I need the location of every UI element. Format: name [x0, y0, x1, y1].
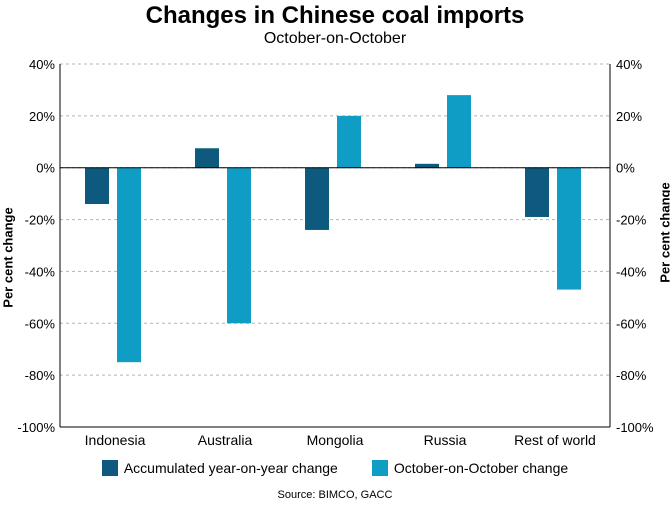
bar-accumulated-mongolia: [305, 167, 329, 230]
x-tick-label: Russia: [424, 432, 467, 448]
y-tick-label-right: 20%: [616, 109, 642, 124]
x-tick-label: Rest of world: [514, 432, 596, 448]
x-tick-label: Australia: [198, 432, 253, 448]
x-tick-label: Mongolia: [307, 432, 364, 448]
x-tick-label: Indonesia: [85, 432, 146, 448]
legend-label-october: October-on-October change: [393, 460, 569, 476]
legend-item-october: October-on-October change: [371, 460, 569, 476]
source-note: Source: BIMCO, GACC: [277, 489, 393, 501]
bar-accumulated-rest-of-world: [525, 167, 549, 217]
legend-swatch-accumulated: [101, 460, 118, 476]
y-tick-label-left: 20%: [29, 109, 55, 124]
y-tick-label-left: 40%: [29, 57, 55, 72]
legend-label-accumulated: Accumulated year-on-year change: [123, 460, 338, 476]
bar-october-russia: [447, 95, 471, 168]
y-tick-label-right: -40%: [616, 264, 647, 279]
bar-accumulated-russia: [415, 163, 439, 168]
y-tick-label-left: 0%: [36, 161, 55, 176]
y-tick-label-left: -80%: [25, 368, 56, 383]
y-tick-label-right: -20%: [616, 213, 647, 228]
y-tick-label-right: 0%: [616, 161, 635, 176]
legend-item-accumulated: Accumulated year-on-year change: [101, 460, 338, 476]
bar-accumulated-indonesia: [85, 167, 109, 205]
bar-accumulated-australia: [195, 148, 219, 168]
chart-title: Changes in Chinese coal imports: [145, 2, 525, 29]
y-tick-label-right: -100%: [616, 420, 654, 435]
chart-subtitle: October-on-October: [263, 30, 407, 47]
y-tick-label-left: -40%: [25, 264, 56, 279]
y-tick-label-right: 40%: [616, 57, 642, 72]
y-tick-label-left: -60%: [25, 316, 56, 331]
y-tick-label-right: -80%: [616, 368, 647, 383]
bar-october-mongolia: [337, 115, 361, 168]
bar-october-indonesia: [117, 167, 141, 363]
bar-october-australia: [227, 167, 251, 324]
y-tick-label-left: -100%: [17, 420, 55, 435]
bar-october-rest-of-world: [557, 167, 581, 290]
legend: Accumulated year-on-year change October-…: [0, 460, 670, 476]
legend-swatch-october: [371, 460, 388, 476]
y-tick-label-left: -20%: [25, 213, 56, 228]
y-tick-label-right: -60%: [616, 316, 647, 331]
